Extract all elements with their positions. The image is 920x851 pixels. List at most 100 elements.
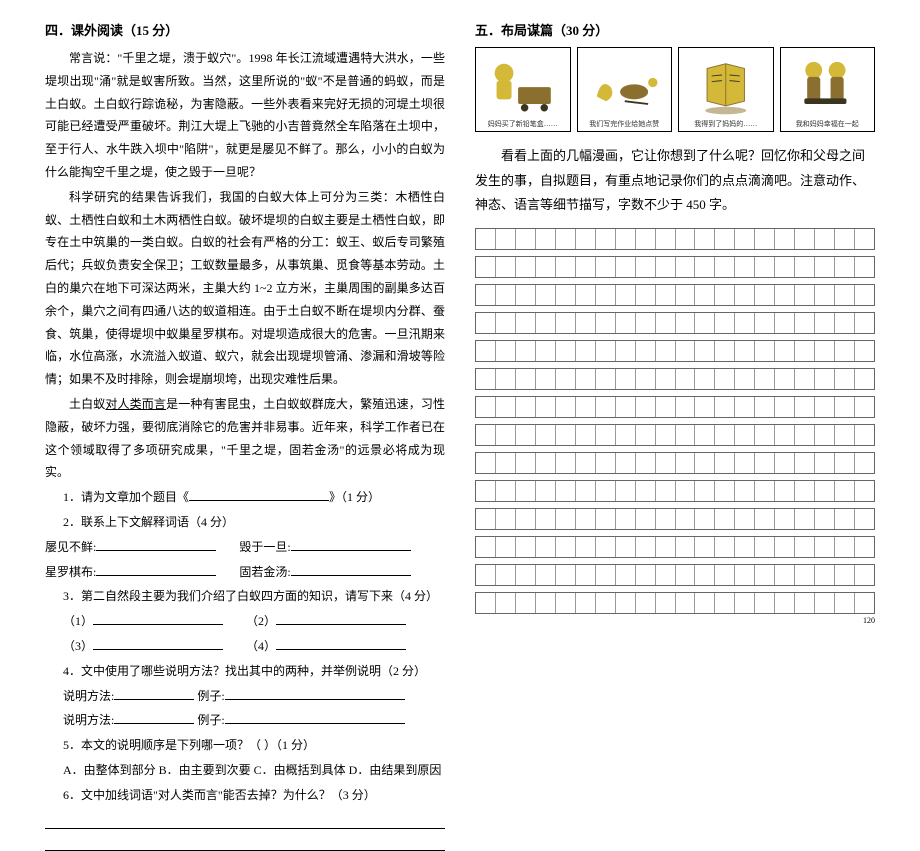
essay-row — [475, 312, 875, 334]
essay-cell — [775, 285, 795, 305]
comic-panel-3: 我得到了妈妈的…… — [678, 47, 774, 132]
essay-cell — [496, 257, 516, 277]
essay-cell — [476, 593, 496, 613]
essay-cell — [536, 453, 556, 473]
essay-cell — [715, 397, 735, 417]
essay-cell — [496, 369, 516, 389]
essay-cell — [616, 229, 636, 249]
essay-cell — [715, 537, 735, 557]
essay-cell — [576, 341, 596, 361]
essay-cell — [656, 341, 676, 361]
essay-cell — [735, 537, 755, 557]
essay-cell — [636, 369, 656, 389]
essay-cell — [735, 509, 755, 529]
essay-cell — [855, 369, 874, 389]
essay-cell — [735, 369, 755, 389]
essay-cell — [476, 425, 496, 445]
essay-cell — [676, 341, 696, 361]
essay-cell — [815, 257, 835, 277]
reading-para-1: 常言说："千里之堤，溃于蚁穴"。1998 年长江流域遭遇特大洪水，一些堤坝出现"… — [45, 47, 445, 184]
essay-cell — [676, 537, 696, 557]
essay-cell — [715, 565, 735, 585]
question-2: 2．联系上下文解释词语（4 分） — [45, 511, 445, 534]
essay-cell — [676, 397, 696, 417]
essay-cell — [556, 537, 576, 557]
essay-cell — [735, 565, 755, 585]
essay-cell — [636, 285, 656, 305]
essay-cell — [775, 313, 795, 333]
essay-row — [475, 396, 875, 418]
essay-cell — [815, 565, 835, 585]
section-4-title: 四．课外阅读（15 分） — [45, 20, 445, 39]
question-3: 3．第二自然段主要为我们介绍了白蚁四方面的知识，请写下来（4 分） — [45, 585, 445, 608]
essay-cell — [576, 537, 596, 557]
essay-cell — [755, 229, 775, 249]
essay-cell — [616, 453, 636, 473]
essay-cell — [636, 481, 656, 501]
essay-cell — [795, 229, 815, 249]
essay-row — [475, 452, 875, 474]
essay-cell — [476, 453, 496, 473]
essay-cell — [656, 397, 676, 417]
essay-cell — [616, 481, 636, 501]
essay-cell — [616, 593, 636, 613]
answer-line-1 — [45, 813, 445, 829]
essay-cell — [556, 453, 576, 473]
essay-cell — [815, 425, 835, 445]
essay-cell — [795, 593, 815, 613]
essay-cell — [676, 593, 696, 613]
essay-cell — [496, 453, 516, 473]
essay-cell — [695, 257, 715, 277]
essay-cell — [636, 453, 656, 473]
essay-cell — [656, 285, 676, 305]
essay-cell — [795, 369, 815, 389]
q3-row-b: （3） （4） — [45, 635, 445, 658]
essay-cell — [695, 313, 715, 333]
essay-cell — [616, 369, 636, 389]
essay-cell — [556, 397, 576, 417]
essay-cell — [815, 593, 835, 613]
q2-row-a: 屡见不鲜: 毁于一旦: — [45, 536, 445, 559]
essay-row — [475, 284, 875, 306]
essay-cell — [815, 285, 835, 305]
essay-cell — [775, 453, 795, 473]
essay-row — [475, 256, 875, 278]
essay-cell — [755, 369, 775, 389]
essay-cell — [735, 285, 755, 305]
essay-cell — [695, 425, 715, 445]
essay-cell — [516, 481, 536, 501]
essay-cell — [795, 285, 815, 305]
essay-cell — [656, 425, 676, 445]
essay-cell — [795, 341, 815, 361]
essay-cell — [855, 397, 874, 417]
essay-cell — [715, 341, 735, 361]
essay-cell — [735, 229, 755, 249]
essay-cell — [596, 453, 616, 473]
essay-cell — [536, 397, 556, 417]
essay-cell — [616, 425, 636, 445]
essay-cell — [636, 229, 656, 249]
essay-row — [475, 340, 875, 362]
essay-cell — [855, 593, 874, 613]
essay-cell — [815, 537, 835, 557]
essay-cell — [695, 481, 715, 501]
essay-cell — [576, 509, 596, 529]
essay-cell — [735, 341, 755, 361]
essay-cell — [715, 285, 735, 305]
essay-cell — [656, 313, 676, 333]
essay-grid — [475, 228, 875, 614]
essay-cell — [676, 509, 696, 529]
essay-cell — [556, 593, 576, 613]
essay-cell — [855, 481, 874, 501]
essay-cell — [636, 313, 656, 333]
essay-cell — [576, 593, 596, 613]
essay-cell — [516, 537, 536, 557]
essay-cell — [596, 229, 616, 249]
essay-cell — [715, 509, 735, 529]
essay-cell — [476, 257, 496, 277]
essay-cell — [695, 341, 715, 361]
essay-cell — [775, 229, 795, 249]
essay-cell — [536, 257, 556, 277]
essay-cell — [835, 453, 855, 473]
essay-cell — [476, 537, 496, 557]
